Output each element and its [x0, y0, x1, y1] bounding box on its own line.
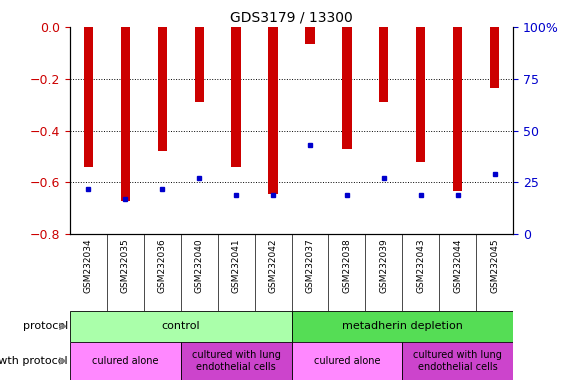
Bar	[181, 342, 292, 380]
Bar	[70, 342, 181, 380]
Bar	[342, 27, 352, 149]
Text: cultured with lung
endothelial cells: cultured with lung endothelial cells	[192, 350, 280, 372]
Text: growth protocol: growth protocol	[0, 356, 68, 366]
Bar	[292, 311, 513, 342]
Bar	[121, 27, 130, 200]
Bar	[84, 27, 93, 167]
Bar	[157, 27, 167, 151]
Text: GSM232036: GSM232036	[158, 238, 167, 293]
Text: GSM232043: GSM232043	[416, 238, 425, 293]
Text: GSM232040: GSM232040	[195, 238, 203, 293]
Text: GSM232035: GSM232035	[121, 238, 130, 293]
Bar	[292, 342, 402, 380]
Text: GSM232044: GSM232044	[453, 238, 462, 293]
Text: protocol: protocol	[23, 321, 68, 331]
Text: GSM232034: GSM232034	[84, 238, 93, 293]
Text: culured alone: culured alone	[314, 356, 380, 366]
Text: GSM232042: GSM232042	[269, 238, 278, 293]
Text: GSM232041: GSM232041	[231, 238, 241, 293]
Text: control: control	[161, 321, 200, 331]
Text: GSM232039: GSM232039	[380, 238, 388, 293]
Bar	[268, 27, 278, 194]
Bar	[379, 27, 388, 102]
Bar	[231, 27, 241, 167]
Title: GDS3179 / 13300: GDS3179 / 13300	[230, 10, 353, 24]
Text: culured alone: culured alone	[92, 356, 159, 366]
Bar	[195, 27, 204, 102]
Bar	[416, 27, 426, 162]
Bar	[70, 311, 292, 342]
Bar	[305, 27, 315, 44]
Text: GSM232038: GSM232038	[342, 238, 352, 293]
Bar	[453, 27, 462, 192]
Bar	[490, 27, 499, 88]
Text: cultured with lung
endothelial cells: cultured with lung endothelial cells	[413, 350, 502, 372]
Text: metadherin depletion: metadherin depletion	[342, 321, 463, 331]
Text: GSM232045: GSM232045	[490, 238, 499, 293]
Bar	[402, 342, 513, 380]
Text: GSM232037: GSM232037	[305, 238, 314, 293]
